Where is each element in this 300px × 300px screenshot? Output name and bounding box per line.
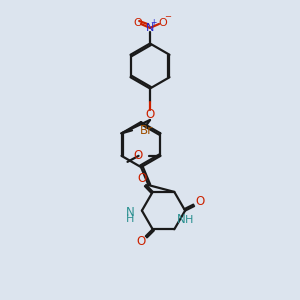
Text: Br: Br [140,124,153,137]
Text: N: N [146,23,154,33]
Text: H: H [185,215,194,225]
Text: +: + [150,18,157,27]
Text: O: O [133,149,142,162]
Text: N: N [126,206,135,219]
Text: H: H [126,214,135,224]
Text: N: N [176,213,185,226]
Text: O: O [133,17,142,28]
Text: O: O [158,17,167,28]
Text: O: O [136,235,145,248]
Text: −: − [164,13,172,22]
Text: O: O [138,172,147,185]
Text: O: O [146,108,154,121]
Text: O: O [196,195,205,208]
